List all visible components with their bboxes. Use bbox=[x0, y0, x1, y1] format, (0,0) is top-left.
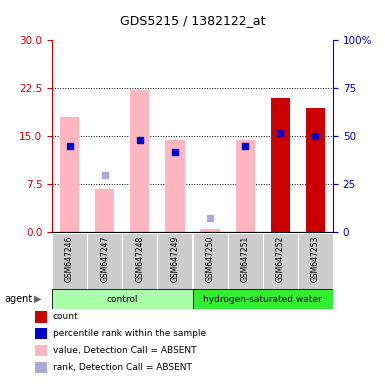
Bar bbox=[271, 98, 290, 232]
Text: ▶: ▶ bbox=[34, 294, 41, 304]
Bar bbox=[228, 233, 263, 290]
Bar bbox=[306, 108, 325, 232]
Text: percentile rank within the sample: percentile rank within the sample bbox=[53, 329, 206, 338]
Text: agent: agent bbox=[5, 294, 33, 304]
Bar bbox=[52, 233, 87, 290]
Text: GDS5215 / 1382122_at: GDS5215 / 1382122_at bbox=[120, 14, 265, 27]
Bar bbox=[236, 139, 255, 232]
Bar bbox=[201, 229, 220, 232]
Bar bbox=[298, 233, 333, 290]
Text: GSM647253: GSM647253 bbox=[311, 236, 320, 282]
Text: GSM647248: GSM647248 bbox=[135, 236, 144, 282]
Bar bbox=[130, 90, 149, 232]
Text: rank, Detection Call = ABSENT: rank, Detection Call = ABSENT bbox=[53, 363, 192, 372]
Bar bbox=[60, 117, 79, 232]
Bar bbox=[87, 233, 122, 290]
Text: control: control bbox=[107, 295, 138, 304]
Text: GSM647251: GSM647251 bbox=[241, 236, 250, 282]
Bar bbox=[165, 139, 184, 232]
Text: GSM647247: GSM647247 bbox=[100, 236, 109, 282]
Bar bbox=[263, 233, 298, 290]
Bar bbox=[52, 289, 192, 309]
Text: hydrogen-saturated water: hydrogen-saturated water bbox=[203, 295, 322, 304]
Bar bbox=[192, 233, 228, 290]
Bar bbox=[122, 233, 157, 290]
Bar bbox=[95, 189, 114, 232]
Text: GSM647246: GSM647246 bbox=[65, 236, 74, 282]
Bar bbox=[157, 233, 192, 290]
Text: count: count bbox=[53, 312, 79, 321]
Text: GSM647249: GSM647249 bbox=[171, 236, 179, 282]
Bar bbox=[192, 289, 333, 309]
Text: GSM647250: GSM647250 bbox=[206, 236, 214, 282]
Text: GSM647252: GSM647252 bbox=[276, 236, 285, 282]
Text: value, Detection Call = ABSENT: value, Detection Call = ABSENT bbox=[53, 346, 196, 355]
